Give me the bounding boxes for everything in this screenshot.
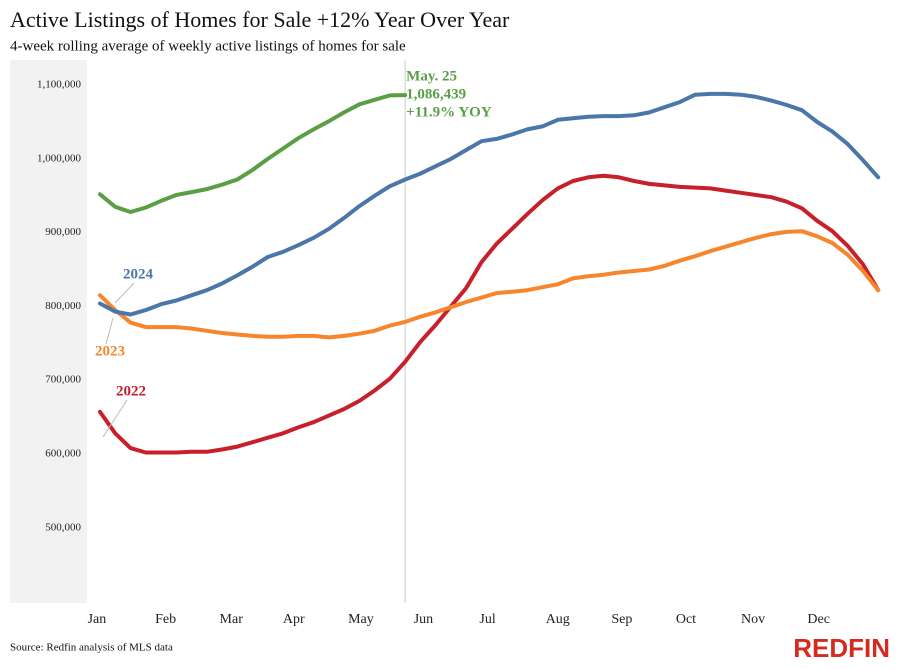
x-tick-label: Dec <box>807 612 830 627</box>
y-tick-label: 600,000 <box>45 448 81 460</box>
series-line <box>98 91 881 317</box>
x-tick-label: Oct <box>676 612 696 627</box>
series-line <box>98 229 881 340</box>
label-leader <box>105 317 114 345</box>
series-label: 2024 <box>123 266 154 282</box>
x-tick-label: Sep <box>611 612 632 627</box>
x-tick-label: Feb <box>155 612 176 627</box>
label-leader <box>102 399 128 438</box>
series-line <box>98 93 408 214</box>
y-tick-label: 1,100,000 <box>37 79 82 91</box>
annotation: May. 25 <box>406 68 457 84</box>
x-tick-label: Jul <box>479 612 495 627</box>
annotation: +11.9% YOY <box>406 104 492 120</box>
chart-subtitle: 4-week rolling average of weekly active … <box>10 38 406 54</box>
annotation: 1,086,439 <box>406 86 466 102</box>
x-tick-label: Jun <box>414 612 433 627</box>
x-tick-label: May <box>348 612 374 627</box>
series-line <box>98 173 881 455</box>
series-label: 2023 <box>95 343 125 359</box>
axis-band <box>10 60 87 603</box>
x-tick-label: Jan <box>88 612 107 627</box>
x-tick-label: Nov <box>741 612 765 627</box>
source: Source: Redfin analysis of MLS data <box>10 642 173 654</box>
brand: REDFIN <box>793 633 890 663</box>
y-tick-label: 900,000 <box>45 226 81 238</box>
x-tick-label: Aug <box>546 612 570 627</box>
y-tick-label: 500,000 <box>45 521 81 533</box>
y-tick-label: 800,000 <box>45 300 81 312</box>
x-tick-label: Apr <box>283 612 305 627</box>
label-leader <box>114 282 135 304</box>
y-tick-label: 700,000 <box>45 374 81 386</box>
chart-title: Active Listings of Homes for Sale +12% Y… <box>10 7 510 32</box>
y-tick-label: 1,000,000 <box>37 152 82 164</box>
series-label: 2022 <box>116 383 146 399</box>
x-tick-label: Mar <box>220 612 244 627</box>
